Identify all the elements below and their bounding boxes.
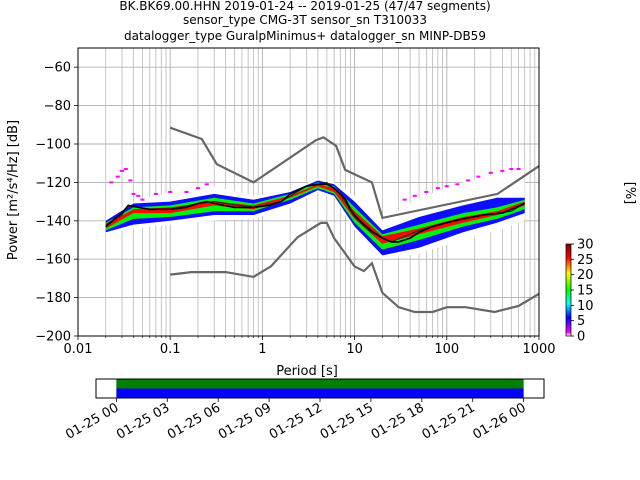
x-tick-label: 0.1: [160, 342, 181, 357]
colorbar-tick-label: 5: [577, 314, 585, 329]
low-probability-points: [109, 167, 521, 201]
low-probability-point: [509, 167, 514, 170]
density-band: [105, 184, 525, 244]
y-tick-label: −80: [44, 99, 71, 114]
x-tick-label: 1: [258, 342, 266, 357]
title-line-3: datalogger_type GuralpMinimus+ datalogge…: [124, 29, 486, 43]
low-probability-point: [455, 183, 460, 186]
y-axis-ticks: −60 −80 −100 −120 −140 −160 −180 −200: [35, 61, 78, 345]
noise-model-line: [169, 126, 539, 220]
low-probability-point: [131, 192, 136, 195]
title-line-2: sensor_type CMG-3T sensor_sn T310033: [183, 13, 427, 27]
timeline-tick-label: 01-25 12: [267, 400, 325, 442]
colorbar-tick-label: 10: [577, 299, 594, 314]
colorbar-tick-label: 15: [577, 284, 594, 299]
timeline-tick-label: 01-25 09: [216, 400, 274, 442]
low-probability-point: [119, 169, 124, 172]
y-tick-label: −160: [35, 253, 71, 268]
low-probability-point: [466, 179, 471, 182]
y-tick-label: −60: [44, 61, 71, 76]
noise-models: [169, 126, 539, 314]
x-tick-label: 0.01: [64, 342, 93, 357]
colorbar-tick-label: 30: [577, 238, 594, 253]
y-tick-label: −200: [35, 330, 71, 345]
colorbar-tick-label: 0: [577, 330, 585, 345]
x-tick-label: 100: [434, 342, 459, 357]
chart-title: BK.BK69.00.HHN 2019-01-24 -- 2019-01-25 …: [119, 0, 490, 43]
low-probability-point: [195, 187, 200, 190]
colorbar-tick-label: 25: [577, 253, 594, 268]
colorbar-tick-label: 20: [577, 268, 594, 283]
low-probability-point: [424, 191, 429, 193]
colorbar-label: [%]: [622, 182, 637, 205]
timeline-tick-label: 01-25 21: [420, 400, 478, 442]
low-probability-point: [109, 181, 114, 184]
x-axis-label: Period [s]: [276, 364, 338, 379]
timeline-tick-label: 01-25 15: [318, 400, 376, 442]
low-probability-point: [476, 175, 481, 178]
low-probability-point: [123, 167, 128, 170]
mean-line: [105, 183, 526, 243]
y-tick-label: −140: [35, 214, 71, 229]
low-probability-point: [516, 167, 521, 170]
timeline-tick-label: 01-25 03: [114, 400, 172, 442]
timeline-tick-label: 01-25 18: [369, 400, 427, 442]
low-probability-point: [184, 191, 189, 193]
y-tick-label: −100: [35, 138, 71, 153]
x-tick-label: 1000: [522, 342, 555, 357]
low-probability-point: [444, 185, 449, 188]
timeline-tick-label: 01-25 06: [165, 400, 223, 442]
y-tick-label: −120: [35, 176, 71, 191]
statistic-curves: [105, 181, 526, 243]
low-probability-point: [153, 192, 158, 195]
y-axis-label: Power [m²/s⁴/Hz] [dB]: [6, 120, 21, 260]
title-line-1: BK.BK69.00.HHN 2019-01-24 -- 2019-01-25 …: [119, 0, 490, 13]
y-tick-label: −180: [35, 291, 71, 306]
probability-density-bands: [105, 169, 525, 260]
low-probability-point: [500, 169, 505, 172]
low-probability-point: [488, 171, 493, 174]
low-probability-point: [412, 194, 417, 197]
low-probability-point: [136, 194, 141, 197]
psd-coverage-bar: [116, 388, 524, 398]
timeline-tick-label: 01-26 00: [471, 400, 529, 442]
low-probability-point: [402, 198, 407, 201]
low-probability-point: [140, 198, 145, 201]
noise-model-line: [170, 221, 539, 314]
low-probability-point: [128, 179, 133, 182]
timeline-tick-label: 01-25 00: [63, 400, 121, 442]
colorbar-gradient: [565, 243, 572, 337]
low-probability-point: [204, 183, 209, 186]
low-probability-point: [435, 187, 440, 190]
x-tick-label: 10: [346, 342, 363, 357]
psd-plot-area: 0.01 0.1 1 10 100 1000 −60 −80 −100 −120 −140 −160…: [6, 47, 556, 379]
plot-frame: [77, 47, 540, 337]
coverage-bars: [116, 379, 524, 398]
low-probability-point: [115, 175, 120, 178]
x-axis-ticks: 0.01 0.1 1 10 100 1000: [64, 336, 556, 357]
data-coverage-bar: [116, 379, 524, 389]
low-probability-point: [168, 191, 173, 193]
